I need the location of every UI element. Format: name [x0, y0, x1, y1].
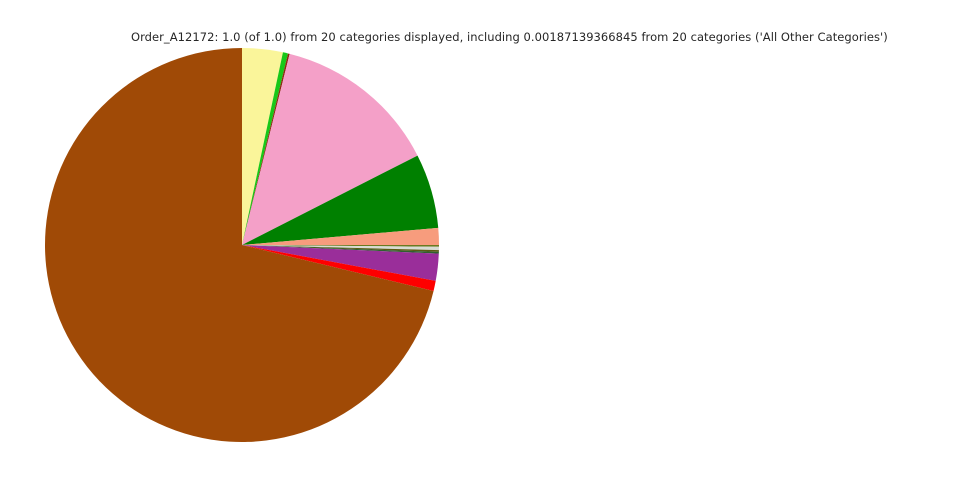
- slice-olive[interactable]: [242, 245, 439, 247]
- chart-title: Order_A12172: 1.0 (of 1.0) from 20 categ…: [131, 30, 888, 44]
- slice-pink[interactable]: [242, 53, 418, 245]
- slice-yellow[interactable]: [242, 48, 283, 245]
- slice-bright-green[interactable]: [242, 52, 288, 246]
- slice-red[interactable]: [242, 245, 436, 291]
- slice-green[interactable]: [242, 155, 439, 245]
- slice-salmon[interactable]: [242, 227, 439, 245]
- slice-light-gray[interactable]: [242, 245, 439, 251]
- slice-dark-green[interactable]: [242, 245, 439, 254]
- slice-dark-maroon[interactable]: [242, 53, 290, 246]
- slice-dark-olive[interactable]: [242, 245, 439, 252]
- slice-purple[interactable]: [242, 245, 439, 281]
- slice-brown[interactable]: [45, 48, 434, 442]
- pie-slice-group: [45, 48, 439, 442]
